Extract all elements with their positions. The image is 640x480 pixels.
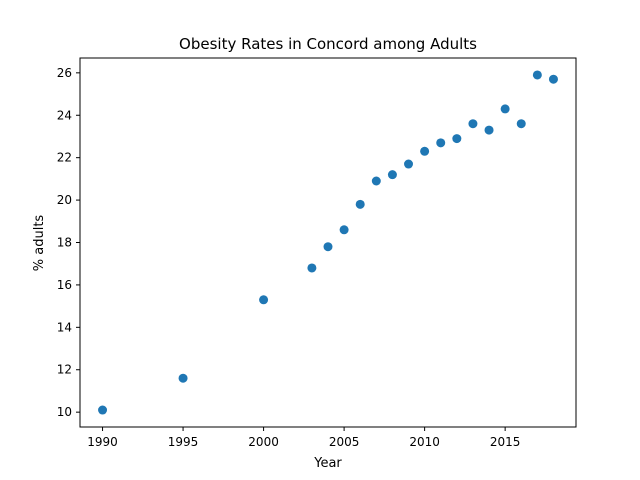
y-tick-label: 12: [57, 363, 72, 377]
x-axis: 1990 1995 2000 2005 2010 2015: [87, 427, 520, 449]
data-point: [452, 134, 462, 144]
y-tick-label: 10: [57, 405, 72, 419]
y-tick-label: 20: [57, 193, 72, 207]
chart-title: Obesity Rates in Concord among Adults: [179, 35, 477, 53]
data-point: [355, 199, 365, 209]
data-point: [259, 295, 269, 305]
data-point: [468, 119, 478, 129]
data-point: [436, 138, 446, 148]
y-tick-label: 26: [57, 66, 72, 80]
x-axis-label: Year: [313, 456, 342, 471]
data-point: [339, 225, 349, 235]
data-point: [548, 74, 558, 84]
y-axis-label: % adults: [32, 215, 47, 272]
data-point: [484, 125, 494, 135]
x-tick-label: 2000: [248, 435, 279, 449]
data-points: [98, 70, 558, 415]
data-point: [420, 146, 430, 156]
data-point: [516, 119, 526, 129]
x-tick-label: 2015: [490, 435, 521, 449]
data-point: [532, 70, 542, 80]
y-tick-label: 24: [57, 108, 72, 122]
x-tick-label: 2005: [329, 435, 360, 449]
y-tick-label: 16: [57, 278, 72, 292]
x-tick-label: 2010: [409, 435, 440, 449]
y-tick-label: 18: [57, 236, 72, 250]
data-point: [307, 263, 317, 273]
data-point: [98, 405, 108, 415]
data-point: [404, 159, 414, 169]
data-point: [500, 104, 510, 114]
y-tick-label: 22: [57, 151, 72, 165]
data-point: [323, 242, 333, 252]
data-point: [387, 170, 397, 180]
x-tick-label: 1990: [87, 435, 118, 449]
data-point: [178, 373, 188, 383]
y-tick-label: 14: [57, 320, 72, 334]
x-tick-label: 1995: [168, 435, 199, 449]
y-axis: 10 12 14 16 18 20 22 24 26: [57, 66, 80, 419]
data-point: [371, 176, 381, 186]
